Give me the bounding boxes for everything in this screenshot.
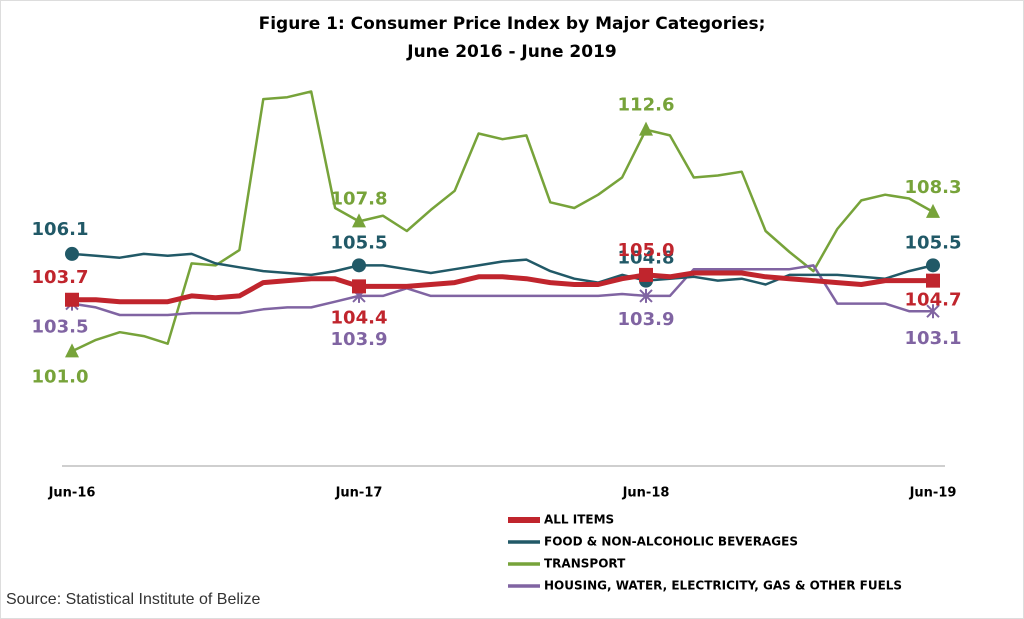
legend-label: FOOD & NON-ALCOHOLIC BEVERAGES	[544, 535, 798, 549]
marker	[639, 288, 653, 303]
x-tick-label: Jun-19	[909, 486, 957, 501]
data-label: 107.8	[331, 188, 388, 209]
data-label: 105.5	[905, 232, 962, 253]
x-tick-label: Jun-18	[622, 486, 670, 501]
marker	[639, 267, 653, 282]
data-label: 103.9	[618, 309, 675, 330]
marker	[926, 203, 940, 218]
series-line	[71, 264, 933, 317]
data-label: 104.7	[905, 290, 962, 311]
marker	[65, 343, 79, 358]
legend-label: ALL ITEMS	[544, 513, 614, 527]
source: Source: Statistical Institute of Belize	[6, 591, 260, 608]
marker	[926, 304, 940, 319]
data-label: 112.6	[618, 95, 675, 116]
x-tick-label: Jun-17	[335, 486, 383, 501]
marker	[352, 258, 366, 273]
marker	[639, 121, 653, 136]
data-label: 101.0	[32, 366, 89, 387]
series-line	[71, 252, 934, 286]
series-line	[71, 90, 934, 353]
data-label: 104.4	[331, 307, 388, 328]
marker	[352, 213, 366, 228]
marker	[352, 279, 366, 294]
data-label: 104.8	[618, 248, 675, 269]
data-label: 103.1	[905, 328, 962, 349]
x-tick-label: Jun-16	[48, 486, 96, 501]
data-label: 103.9	[331, 329, 388, 350]
data-label: 105.5	[331, 232, 388, 253]
marker	[65, 292, 79, 307]
marker	[65, 246, 79, 261]
data-label: 103.5	[32, 317, 89, 338]
data-label: 106.1	[32, 219, 89, 240]
marker	[926, 258, 940, 273]
series-line	[72, 270, 933, 305]
legend-label: TRANSPORT	[544, 557, 626, 571]
marker	[926, 273, 940, 288]
data-label: 108.3	[905, 177, 962, 198]
data-label: 105.0	[618, 240, 675, 261]
chart-title: Figure 1: Consumer Price Index by Major …	[259, 14, 766, 34]
chart-subtitle: June 2016 - June 2019	[406, 42, 616, 62]
data-label: 103.7	[32, 267, 89, 288]
legend-label: HOUSING, WATER, ELECTRICITY, GAS & OTHER…	[544, 579, 902, 593]
